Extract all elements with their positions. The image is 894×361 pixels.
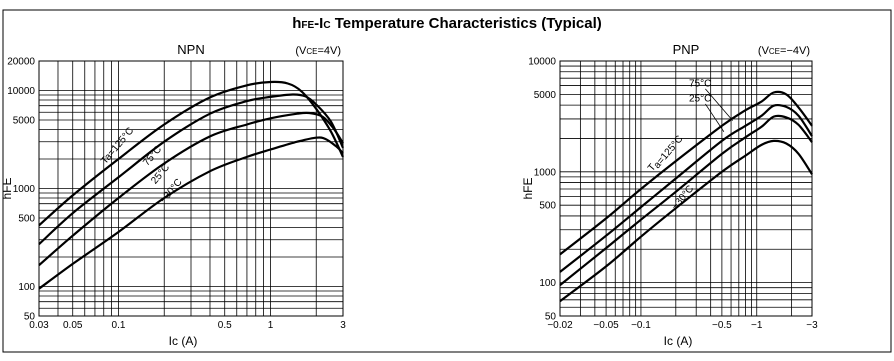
series-label: T bbox=[646, 162, 658, 174]
x-tick-label: 0.1 bbox=[112, 320, 126, 331]
series-line bbox=[38, 80, 344, 227]
plot-frame bbox=[559, 60, 813, 317]
y-tick-label: 50 bbox=[545, 312, 557, 323]
y-tick-label: 10000 bbox=[7, 86, 35, 97]
x-tick-label: 1 bbox=[268, 320, 274, 331]
chart-title: NPN bbox=[177, 42, 204, 57]
x-tick-label: −1 bbox=[751, 320, 763, 331]
x-axis-label: Ic (A) bbox=[664, 334, 693, 348]
series-line bbox=[559, 90, 813, 256]
y-tick-label: 500 bbox=[18, 214, 35, 225]
series-line bbox=[559, 139, 813, 303]
x-tick-label: 0.05 bbox=[63, 320, 83, 331]
chart-condition: (VCE=−4V) bbox=[758, 45, 810, 57]
y-tick-label: 20000 bbox=[7, 57, 35, 68]
y-tick-label: 1000 bbox=[13, 184, 36, 195]
y-tick-label: 50 bbox=[24, 312, 36, 323]
x-tick-label: 0.03 bbox=[29, 320, 49, 331]
y-axis-label: hFE bbox=[521, 177, 535, 199]
x-tick-label: 3 bbox=[340, 320, 346, 331]
series-line bbox=[38, 111, 344, 267]
y-tick-label: 1000 bbox=[534, 167, 557, 178]
chart-condition: (VCE=4V) bbox=[295, 45, 341, 57]
y-tick-label: 10000 bbox=[528, 57, 556, 68]
series-line bbox=[38, 93, 345, 246]
y-axis-label: hFE bbox=[0, 177, 14, 199]
x-tick-label: 0.5 bbox=[218, 320, 232, 331]
figure-frame bbox=[2, 9, 892, 353]
x-tick-label: −0.05 bbox=[593, 320, 619, 331]
y-tick-label: 5000 bbox=[534, 90, 557, 101]
x-tick-label: −0.5 bbox=[712, 320, 732, 331]
x-tick-label: −3 bbox=[806, 320, 818, 331]
plot-frame bbox=[38, 60, 344, 317]
series-line bbox=[559, 103, 813, 273]
series-line bbox=[559, 114, 813, 286]
label-leader-line bbox=[705, 103, 725, 132]
label-leader-line bbox=[705, 88, 734, 121]
y-tick-label: 100 bbox=[539, 278, 556, 289]
x-tick-label: −0.1 bbox=[631, 320, 651, 331]
chart-title: PNP bbox=[673, 42, 700, 57]
series-line bbox=[38, 136, 344, 290]
y-tick-label: 100 bbox=[18, 282, 35, 293]
x-axis-label: Ic (A) bbox=[169, 334, 198, 348]
series-label: 75°C bbox=[689, 78, 711, 89]
series-label: 25°C bbox=[689, 94, 711, 105]
figure-title: hFE-IC Temperature Characteristics (Typi… bbox=[292, 15, 602, 32]
x-tick-label: −0.02 bbox=[547, 320, 573, 331]
y-tick-label: 5000 bbox=[13, 116, 36, 127]
y-tick-label: 500 bbox=[539, 201, 556, 212]
